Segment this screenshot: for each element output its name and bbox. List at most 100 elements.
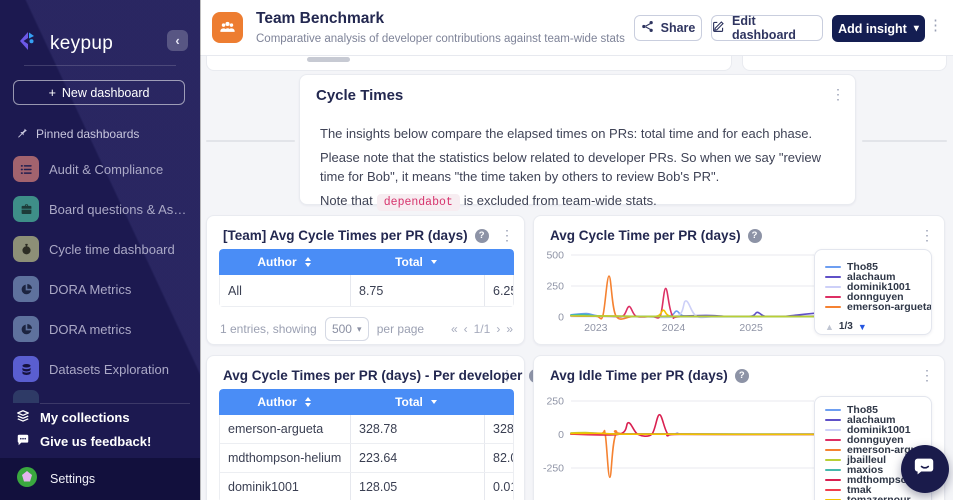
table-row: emerson-argueta 328.78 328.78 — [219, 415, 514, 444]
help-icon[interactable]: ? — [474, 228, 489, 243]
legend-entry: alachaum — [825, 272, 931, 282]
feedback-label: Give us feedback! — [40, 433, 152, 449]
partial-card-top-right — [742, 56, 947, 71]
x-tick-label: 2024 — [662, 322, 686, 334]
sidebar-item-clipped[interactable] — [13, 390, 193, 403]
card-title: Avg Cycle Time per PR (days) — [550, 228, 741, 243]
briefcase-icon — [13, 196, 39, 222]
y-tick-label: 500 — [546, 250, 564, 262]
legend-dash — [825, 285, 841, 289]
legend-entry: mdthompson-helium — [825, 475, 931, 485]
list-icon — [13, 156, 39, 182]
sidebar-item-dora-metrics-1[interactable]: DORA Metrics — [13, 272, 193, 306]
column-header-author[interactable]: Author — [219, 395, 349, 409]
feedback-item[interactable]: Give us feedback! — [16, 430, 196, 452]
database-icon — [13, 356, 39, 382]
settings-item[interactable]: Settings — [0, 458, 200, 500]
horizontal-scrollbar[interactable] — [307, 57, 350, 62]
first-page-button[interactable]: « — [450, 322, 458, 336]
cycle-times-paragraph-2: Please note that the statistics below re… — [320, 150, 822, 184]
sort-icon[interactable] — [304, 257, 311, 267]
help-icon[interactable]: ? — [734, 368, 749, 383]
next-page-button[interactable]: › — [496, 322, 501, 336]
partial-card-top-left — [206, 56, 732, 71]
sidebar-item-board-questions[interactable]: Board questions & Assessm... — [13, 192, 193, 226]
cell-total: 8.75 — [350, 275, 484, 306]
my-collections-item[interactable]: My collections — [16, 406, 196, 428]
edit-dashboard-label: Edit dashboard — [732, 14, 796, 42]
avg-idle-time-chart-card: -250 0 250 Avg Idle Time per PR (days) ? ⋮… — [533, 355, 945, 500]
sidebar-item-audit-compliance[interactable]: Audit & Compliance — [13, 152, 193, 186]
avg-cycle-time-chart-card: 0 250 500 2023 2024 2025 Avg Cycle Time per P… — [533, 215, 945, 345]
legend-dash — [825, 275, 841, 279]
pinned-dashboards-header: Pinned dashboards — [16, 126, 139, 141]
card-kebab-menu[interactable]: ⋮ — [500, 227, 514, 243]
card-kebab-menu[interactable]: ⋮ — [920, 367, 934, 383]
table-header-row: Author Total — [219, 389, 514, 415]
page-size-select[interactable]: 500 ▾ — [324, 317, 369, 341]
edit-icon — [712, 20, 725, 36]
legend-label: Tho85 — [847, 404, 878, 416]
pagination-per-page-text: per page — [376, 322, 425, 336]
chat-widget-button[interactable] — [901, 445, 949, 493]
pin-icon — [16, 126, 28, 141]
legend-page-down-icon[interactable]: ▼ — [857, 321, 867, 332]
card-title: [Team] Avg Cycle Times per PR (days) — [223, 228, 468, 243]
legend-dash — [825, 498, 841, 500]
card-kebab-menu[interactable]: ⋮ — [920, 227, 934, 243]
x-tick-label: 2023 — [584, 322, 608, 334]
clipped-icon — [13, 390, 39, 403]
dependabot-code-chip: dependabot — [376, 194, 460, 211]
card-kebab-menu[interactable]: ⋮ — [500, 367, 514, 383]
legend-dash — [825, 458, 841, 462]
sidebar-item-cycle-time-dashboard[interactable]: Cycle time dashboard — [13, 232, 193, 266]
header-kebab-menu[interactable]: ⋮ — [928, 17, 943, 34]
sidebar-divider — [24, 65, 176, 66]
page-header: Team Benchmark Comparative analysis of d… — [200, 0, 953, 56]
share-button[interactable]: Share — [634, 15, 702, 41]
cycle-times-note: Note that dependabot is excluded from team… — [320, 191, 831, 212]
sidebar-footer-divider — [40, 403, 190, 404]
legend-page-indicator: 1/3 — [838, 321, 853, 332]
legend-entry: dominik1001 — [825, 282, 931, 292]
sidebar-item-dora-metrics-2[interactable]: DORA metrics — [13, 312, 193, 346]
layers-icon — [16, 409, 30, 426]
add-insight-button[interactable]: Add insight ▾ — [832, 15, 925, 42]
cell-total: 328.78 — [350, 415, 484, 443]
card-kebab-menu[interactable]: ⋮ — [831, 86, 845, 102]
plus-icon: + — [48, 85, 56, 100]
legend-label: maxios — [847, 464, 884, 476]
series-line-emerson-argueta — [570, 429, 815, 479]
last-page-button[interactable]: » — [506, 322, 513, 336]
cell-total: 128.05 — [350, 473, 484, 500]
page-size-value: 500 — [331, 322, 352, 336]
column-header-total[interactable]: Total — [349, 395, 483, 409]
legend-entry: emerson-argueta — [825, 302, 931, 312]
legend-entry: Tho85 — [825, 405, 931, 415]
keypup-logo[interactable]: keypup — [16, 28, 113, 59]
column-header-total[interactable]: Total — [349, 255, 483, 269]
cell-author: emerson-argueta — [228, 422, 324, 436]
table-row: dominik1001 128.05 0.01 — [219, 473, 514, 500]
column-header-author[interactable]: Author — [219, 255, 349, 269]
prev-page-button[interactable]: ‹ — [463, 322, 468, 336]
legend-page-up-icon[interactable]: ▲ — [825, 321, 834, 332]
sort-desc-icon[interactable] — [430, 260, 437, 264]
sort-desc-icon[interactable] — [430, 400, 437, 404]
column-label: Author — [257, 395, 297, 409]
new-dashboard-label: New dashboard — [61, 85, 150, 100]
pagination-nav: « ‹ 1/1 › » — [451, 322, 513, 336]
sidebar-item-label: DORA metrics — [49, 321, 132, 337]
new-dashboard-button[interactable]: + New dashboard — [13, 80, 185, 105]
sidebar-item-label: Board questions & Assessm... — [49, 201, 189, 217]
y-tick-label: 0 — [558, 429, 564, 441]
page-title: Team Benchmark — [256, 10, 385, 27]
sidebar-collapse-button[interactable]: ‹ — [167, 30, 188, 51]
help-icon[interactable]: ? — [747, 228, 762, 243]
card-title: Cycle Times — [316, 87, 404, 104]
sort-icon[interactable] — [304, 397, 311, 407]
edit-dashboard-button[interactable]: Edit dashboard — [711, 14, 823, 42]
legend-dash — [825, 295, 841, 299]
sidebar-item-datasets-exploration[interactable]: Datasets Exploration — [13, 352, 193, 386]
chevron-down-icon: ▾ — [356, 323, 362, 334]
